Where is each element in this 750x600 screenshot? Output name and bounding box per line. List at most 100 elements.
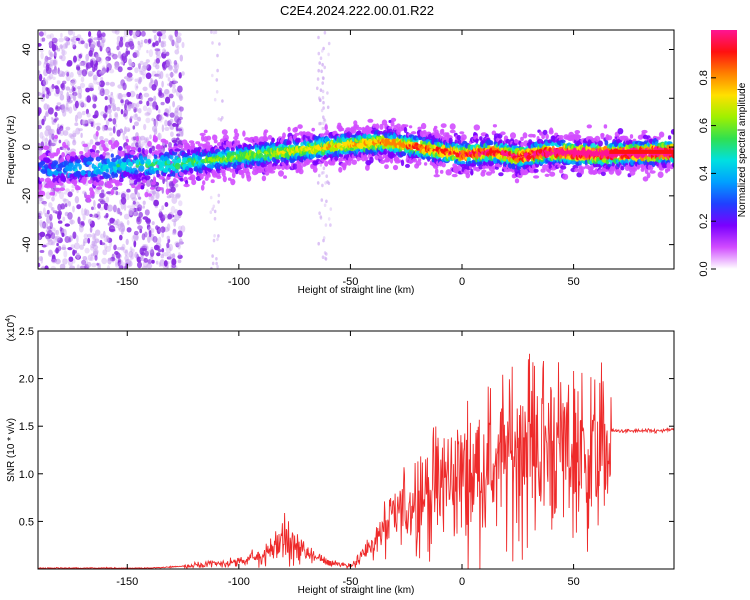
noise-cell [74, 196, 80, 204]
noise-cell [91, 232, 95, 241]
spectral-cell [131, 184, 136, 189]
noise-cell [132, 210, 139, 217]
noise-cell [48, 202, 53, 208]
noise-cell [87, 70, 94, 77]
noise-cell [60, 32, 63, 38]
spectral-cell [400, 159, 405, 167]
spectral-cell [87, 179, 93, 184]
spectral-cell [410, 131, 417, 135]
noise-cell [153, 190, 156, 197]
noise-cell [167, 213, 173, 220]
noise-cell [134, 113, 138, 118]
noise-cell [326, 105, 330, 110]
noise-cell [329, 207, 333, 211]
noise-cell [76, 111, 83, 119]
spectral-cell [649, 170, 656, 174]
spectral-cell [56, 147, 61, 155]
noise-cell [61, 80, 67, 85]
spectral-cell [149, 186, 156, 190]
noise-cell [177, 242, 181, 250]
noise-cell [98, 70, 105, 75]
noise-cell [134, 121, 139, 127]
noise-cell [68, 256, 74, 262]
spectral-cell [87, 171, 91, 178]
noise-cell [117, 260, 121, 267]
noise-cell [76, 235, 79, 243]
noise-cell [90, 253, 95, 257]
spectral-cell [110, 153, 114, 158]
noise-cell [70, 38, 74, 42]
noise-cell [132, 200, 136, 205]
noise-cell [215, 78, 219, 82]
noise-cell [96, 81, 102, 85]
noise-cell [143, 257, 149, 263]
noise-cell [169, 72, 175, 77]
noise-cell [155, 191, 160, 200]
noise-cell [106, 63, 112, 71]
noise-cell [159, 114, 163, 118]
noise-cell [148, 195, 155, 201]
spectral-cell [449, 129, 456, 134]
ridge-peak [609, 149, 674, 154]
noise-cell [140, 94, 144, 101]
noise-cell [170, 131, 174, 137]
spectral-cell [98, 180, 105, 186]
spectral-cell [49, 182, 56, 188]
noise-cell [319, 215, 323, 219]
noise-cell [103, 230, 106, 238]
noise-cell [57, 123, 60, 130]
noise-cell [88, 87, 94, 92]
noise-cell [119, 234, 123, 241]
noise-cell [126, 188, 131, 193]
y-tick-label: 40 [21, 43, 33, 55]
spectral-cell [140, 185, 145, 190]
spectral-cell [549, 171, 556, 177]
spectral-cell [285, 159, 289, 166]
noise-cell [142, 105, 148, 112]
spectral-cell [84, 152, 90, 158]
noise-cell [316, 181, 320, 185]
noise-cell [90, 60, 94, 68]
noise-cell [107, 222, 112, 226]
noise-cell [210, 30, 213, 34]
noise-cell [171, 196, 178, 204]
noise-cell [321, 49, 324, 53]
spectral-cell [392, 164, 399, 171]
noise-cell [48, 91, 52, 96]
noise-cell [167, 238, 171, 243]
spectral-cell [179, 177, 184, 182]
noise-cell [45, 67, 52, 74]
spectral-cell [105, 168, 110, 173]
noise-cell [140, 70, 147, 76]
noise-cell [119, 128, 124, 134]
noise-cell [217, 117, 221, 121]
noise-cell [325, 252, 328, 256]
spectral-cell [152, 176, 157, 183]
spectral-cell [278, 170, 284, 177]
noise-cell [126, 219, 130, 226]
noise-cell [46, 34, 52, 39]
noise-cell [117, 92, 123, 100]
noise-cell [122, 132, 126, 141]
noise-cell [175, 192, 181, 198]
noise-cell [38, 262, 41, 268]
noise-cell [146, 49, 149, 54]
noise-cell [99, 88, 105, 97]
spectral-cell [646, 172, 651, 179]
noise-cell [122, 82, 127, 91]
noise-cell [132, 125, 136, 130]
noise-cell [152, 106, 157, 110]
noise-cell [56, 80, 61, 85]
noise-cell [144, 244, 149, 249]
noise-cell [132, 136, 137, 141]
noise-cell [40, 141, 44, 149]
noise-cell [41, 200, 47, 205]
noise-cell [45, 243, 49, 247]
noise-cell [115, 258, 119, 266]
noise-cell [180, 131, 184, 137]
noise-cell [327, 181, 331, 186]
x-tick-label: 50 [567, 276, 579, 288]
spectral-cell [118, 182, 123, 186]
noise-cell [116, 45, 120, 51]
noise-cell [72, 139, 77, 146]
